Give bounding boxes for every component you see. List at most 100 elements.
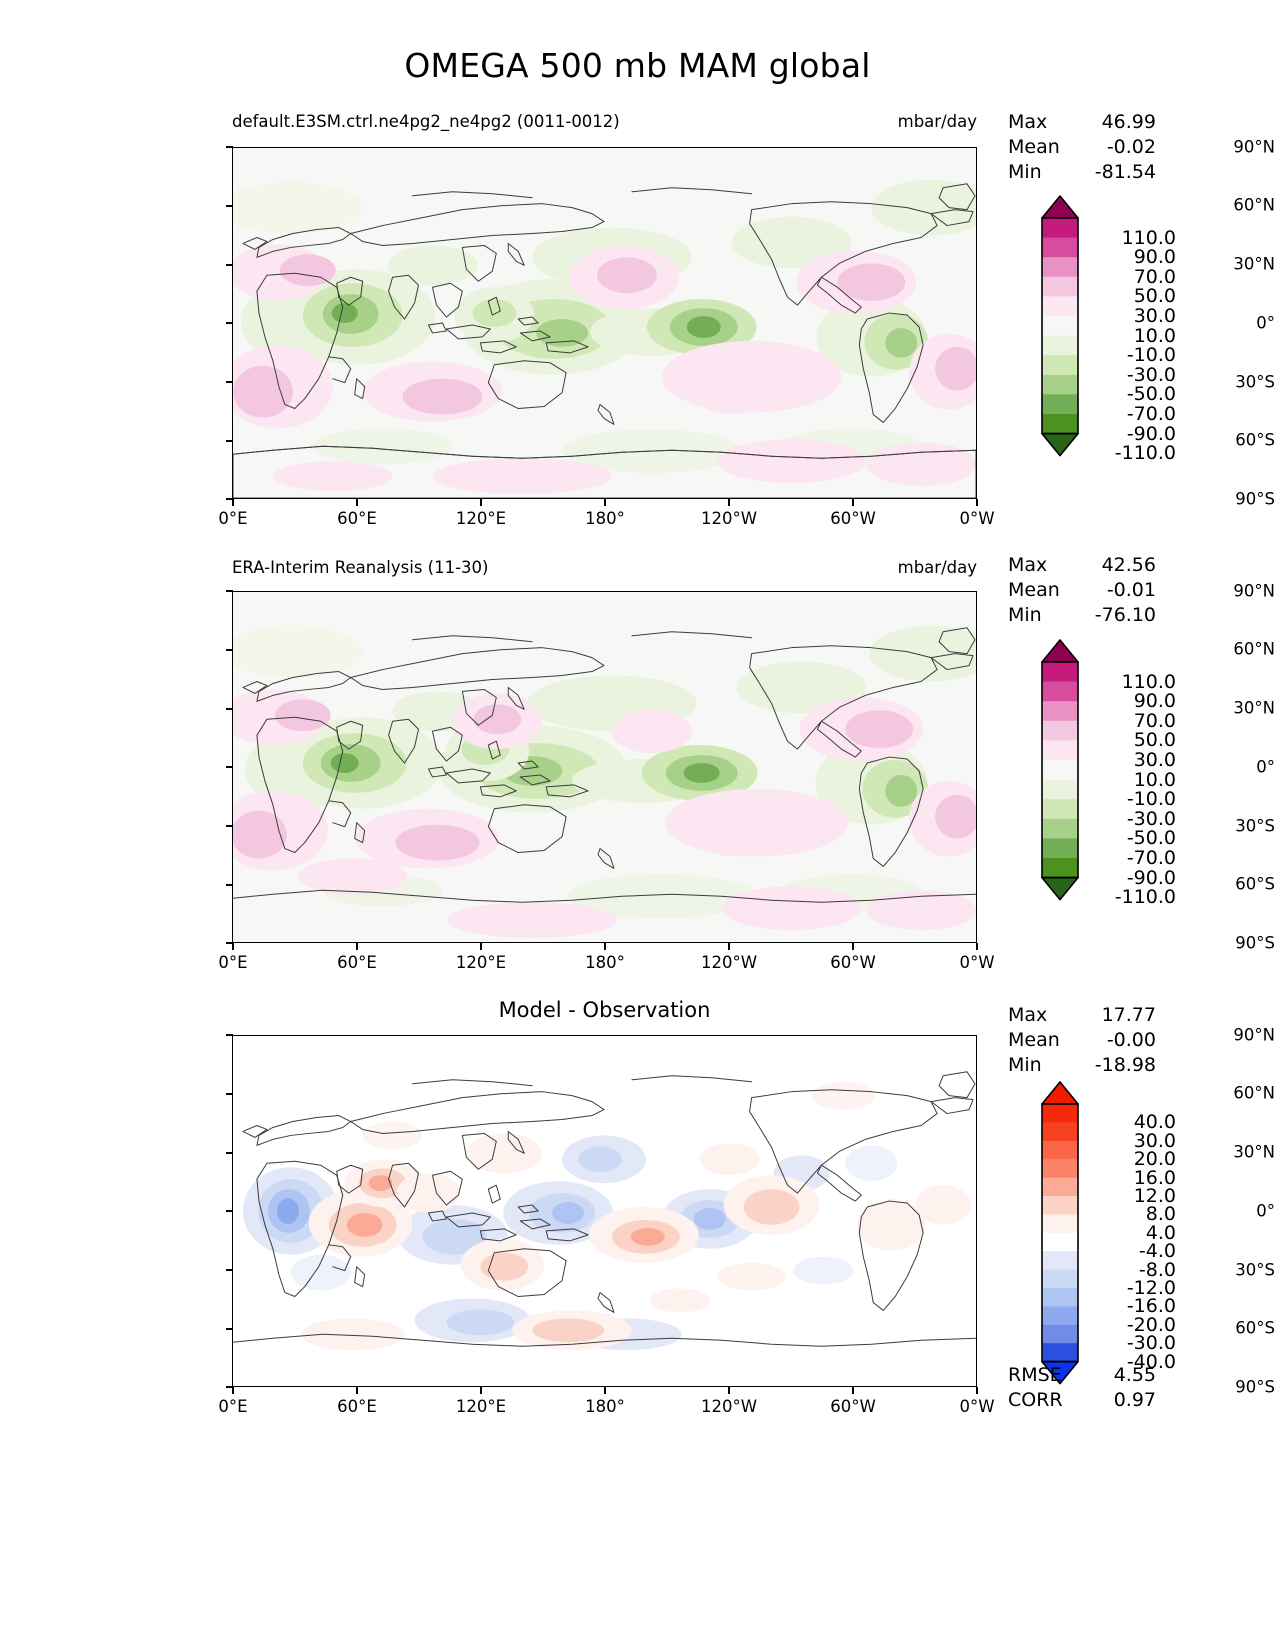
- xtick-120w: 120°W: [700, 953, 758, 972]
- colorbar-tick-label: 30.0: [1133, 305, 1176, 327]
- colorbar-swatches: [1041, 1081, 1079, 1385]
- xtick-0e: 0°E: [218, 1397, 248, 1416]
- ytick-90n: 90°N: [1233, 1025, 1275, 1045]
- stat-key: Max: [1008, 1004, 1048, 1026]
- colorbar-tick-label: -70.0: [1126, 847, 1176, 869]
- colorbar-tick-label: 110.0: [1121, 670, 1176, 693]
- ytick-60n: 60°N: [1233, 639, 1275, 659]
- colorbar-tick-label: -110.0: [1114, 442, 1176, 465]
- stat-value: 42.56: [1101, 554, 1156, 576]
- colorbar-tick-label: 40.0: [1133, 1111, 1176, 1134]
- map-observation[interactable]: [232, 591, 977, 943]
- ytick-30n: 30°N: [1233, 254, 1275, 274]
- stat-value: -81.54: [1094, 161, 1156, 183]
- xtick-180: 180°: [585, 509, 625, 528]
- colorbar-tick-label: 12.0: [1133, 1185, 1176, 1207]
- ytick-60n: 60°N: [1233, 1083, 1275, 1103]
- metric-value: 4.55: [1113, 1364, 1156, 1386]
- stat-value: 46.99: [1101, 111, 1156, 133]
- colorbar-tick-label: -4.0: [1138, 1240, 1176, 1263]
- colorbar-tick-label: -110.0: [1114, 886, 1176, 909]
- xtick-60e: 60°E: [337, 509, 377, 528]
- xtick-60w: 60°W: [830, 953, 876, 972]
- xtick-0e: 0°E: [218, 509, 248, 528]
- colorbar-tick-label: 30.0: [1133, 749, 1176, 771]
- map-model-contours: [233, 148, 976, 498]
- colorbar-tick-label: -70.0: [1126, 403, 1176, 425]
- xtick-120w: 120°W: [700, 1397, 758, 1416]
- colorbar-tick-label: -10.0: [1126, 344, 1176, 367]
- ytick-90s: 90°S: [1235, 933, 1275, 953]
- xtick-0w: 0°W: [959, 953, 995, 972]
- panel-model-units: mbar/day: [897, 112, 977, 131]
- panel-observation-units: mbar/day: [897, 558, 977, 577]
- colorbar-tick-label: 20.0: [1133, 1148, 1176, 1171]
- colorbar-tick-label: 50.0: [1133, 729, 1176, 752]
- colorbar-tick-label: 70.0: [1133, 709, 1176, 732]
- colorbar-tick-label: -90.0: [1126, 422, 1176, 445]
- colorbar-tick-label: -20.0: [1126, 1313, 1176, 1336]
- colorbar-tick-label: 70.0: [1133, 265, 1176, 288]
- xtick-60e: 60°E: [337, 953, 377, 972]
- colorbar-tick-label: -8.0: [1138, 1258, 1176, 1281]
- colorbar-tick-label: -50.0: [1126, 383, 1176, 406]
- stat-key: Mean: [1008, 579, 1060, 601]
- colorbar-swatches: [1041, 195, 1079, 457]
- ytick-60s: 60°S: [1235, 430, 1275, 450]
- ytick-90n: 90°N: [1233, 137, 1275, 157]
- ytick-90s: 90°S: [1235, 1377, 1275, 1397]
- metric-key: CORR: [1008, 1389, 1063, 1411]
- map-difference-field: [233, 1036, 976, 1386]
- colorbar-observation[interactable]: 110.0 90.0 70.0 50.0 30.0 10.0 -10.0 -30.0 -50.0…: [1041, 639, 1192, 908]
- xtick-60w: 60°W: [830, 1397, 876, 1416]
- ytick-30s: 30°S: [1235, 372, 1275, 392]
- colorbar-tick-label: 90.0: [1133, 690, 1176, 713]
- colorbar-tick-label: 10.0: [1133, 768, 1176, 791]
- map-observation-field: [233, 592, 976, 942]
- colorbar-swatches: [1041, 639, 1079, 901]
- ytick-30n: 30°N: [1233, 1142, 1275, 1162]
- colorbar-tick-label: 50.0: [1133, 285, 1176, 308]
- metric-key: RMSE: [1008, 1364, 1062, 1386]
- colorbar-tick-label: -50.0: [1126, 827, 1176, 850]
- colorbar-tick-label: -30.0: [1126, 807, 1176, 830]
- map-difference[interactable]: [232, 1035, 977, 1387]
- colorbar-tick-label: 110.0: [1121, 226, 1176, 249]
- colorbar-tick-label: -90.0: [1126, 866, 1176, 889]
- colorbar-tick-label: 4.0: [1145, 1221, 1176, 1244]
- xtick-180: 180°: [585, 953, 625, 972]
- panel-observation-header: ERA-Interim Reanalysis (11-30): [232, 558, 489, 577]
- figure-title: OMEGA 500 mb MAM global: [404, 46, 871, 85]
- xtick-120w: 120°W: [700, 509, 758, 528]
- stat-key: Mean: [1008, 136, 1060, 158]
- ytick-90n: 90°N: [1233, 581, 1275, 601]
- ytick-30s: 30°S: [1235, 816, 1275, 836]
- stat-key: Max: [1008, 111, 1048, 133]
- xtick-60e: 60°E: [337, 1397, 377, 1416]
- stat-key: Min: [1008, 1054, 1042, 1076]
- colorbar-tick-label: 10.0: [1133, 324, 1176, 347]
- xtick-120e: 120°E: [455, 1397, 507, 1416]
- colorbar-difference[interactable]: 40.0 30.0 20.0 16.0 12.0 8.0 4.0 -4.0 -8.0 -12.0-…: [1041, 1081, 1192, 1385]
- stat-value: -18.98: [1094, 1054, 1156, 1076]
- colorbar-model[interactable]: 110.0 90.0 70.0 50.0 30.0 10.0 -10.0 -30.0 -50.0…: [1041, 195, 1192, 464]
- xtick-0w: 0°W: [959, 1397, 995, 1416]
- map-model[interactable]: [232, 147, 977, 499]
- colorbar-tick-label: 90.0: [1133, 246, 1176, 269]
- xtick-0w: 0°W: [959, 509, 995, 528]
- map-model-field: [233, 148, 976, 498]
- stat-key: Min: [1008, 161, 1042, 183]
- stat-key: Max: [1008, 554, 1048, 576]
- colorbar-tick-label: 30.0: [1133, 1129, 1176, 1152]
- colorbar-tick-label: -16.0: [1126, 1295, 1176, 1318]
- metric-value: 0.97: [1113, 1389, 1156, 1411]
- xtick-0e: 0°E: [218, 953, 248, 972]
- stat-value: -0.01: [1106, 579, 1156, 601]
- xtick-180: 180°: [585, 1397, 625, 1416]
- stat-value: -0.02: [1106, 136, 1156, 158]
- colorbar-tick-label: -12.0: [1126, 1277, 1176, 1299]
- ytick-60n: 60°N: [1233, 195, 1275, 215]
- map-observation-contours: [233, 592, 976, 942]
- ytick-30s: 30°S: [1235, 1260, 1275, 1280]
- xtick-60w: 60°W: [830, 509, 876, 528]
